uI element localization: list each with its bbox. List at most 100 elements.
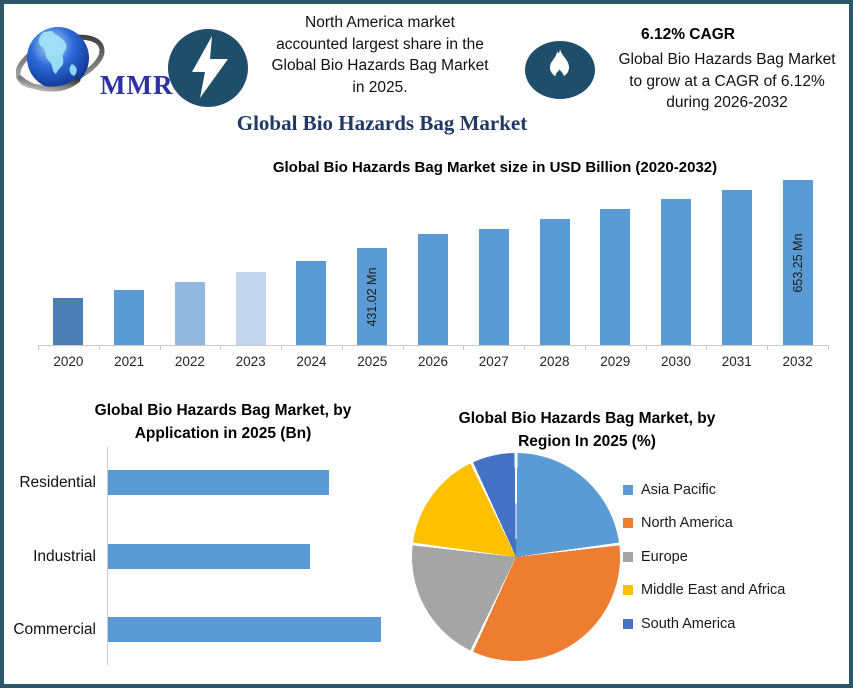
bar-cell	[160, 170, 221, 345]
legend-item: Europe	[623, 547, 785, 567]
year-label: 2030	[661, 354, 692, 369]
legend-item: Asia Pacific	[623, 480, 785, 500]
bar-2026	[417, 234, 448, 345]
bar-2029	[600, 209, 631, 345]
cagr-heading: 6.12% CAGR	[641, 26, 735, 43]
pie-legend: Asia Pacific North America Europe Middle Ea…	[623, 480, 785, 647]
barchart-xaxis-labels: 2020 2021 2022 2023 2024 2025 2026 2027 2028 2029…	[38, 354, 828, 369]
appchart-title-line: Application in 2025 (Bn)	[134, 425, 312, 442]
lightning-icon	[168, 29, 248, 107]
page-title: Global Bio Hazards Bag Market	[236, 111, 528, 135]
app-bar-industrial	[108, 543, 310, 569]
legend-label: Middle East and Africa	[641, 582, 786, 599]
appchart-title: Global Bio Hazards Bag Market, by Applic…	[60, 399, 386, 445]
bar-cell: 653.25 Mn	[767, 170, 828, 345]
legend-label: South America	[641, 615, 736, 632]
piechart-title: Global Bio Hazards Bag Market, by Region…	[420, 407, 754, 453]
axis-tick	[524, 345, 526, 350]
bar-2024	[296, 261, 327, 345]
app-category-label: Commercial	[13, 621, 96, 638]
bar-cell	[646, 170, 707, 345]
bar-2032: 653.25 Mn	[782, 180, 813, 345]
legend-label: Europe	[641, 548, 688, 565]
legend-swatch	[623, 618, 633, 629]
app-category-label: Residential	[19, 474, 96, 491]
bar-cell	[281, 170, 342, 345]
cagr-note-line: during 2026-2032	[666, 94, 788, 111]
year-label: 2026	[417, 354, 448, 369]
axis-tick	[645, 345, 647, 350]
bar-cell	[38, 170, 99, 345]
highlight-note-line: Global Bio Hazards Bag Market	[271, 57, 489, 74]
year-label: 2021	[114, 354, 145, 369]
legend-swatch	[623, 518, 633, 529]
piechart-title-line: Global Bio Hazards Bag Market, by	[458, 410, 716, 427]
legend-swatch	[623, 551, 633, 562]
axis-tick	[402, 345, 404, 350]
year-label: 2027	[478, 354, 509, 369]
app-bar-commercial	[108, 617, 381, 642]
bar-cell: 431.02 Mn	[342, 170, 403, 345]
axis-tick	[159, 345, 161, 350]
bar-2028	[539, 219, 570, 345]
app-bar-residential	[108, 470, 329, 495]
cagr-note: Global Bio Hazards Bag Market to grow at…	[603, 49, 851, 114]
bar-cell	[220, 170, 281, 345]
bar-cell	[463, 170, 524, 345]
bar-2021	[114, 290, 145, 345]
bar-2022	[174, 282, 205, 345]
year-label: 2025	[357, 354, 388, 369]
highlight-note-line: North America market	[305, 14, 455, 31]
axis-tick	[341, 345, 343, 350]
highlight-note-line: accounted largest share in the	[276, 35, 484, 53]
bar-cell	[585, 170, 646, 345]
year-label: 2022	[174, 354, 205, 369]
year-label: 2032	[782, 354, 813, 369]
barchart-plot: 431.02 Mn 653.25 Mn	[38, 170, 828, 345]
appchart-title-line: Global Bio Hazards Bag Market, by	[94, 402, 352, 419]
legend-label: North America	[641, 515, 733, 532]
year-label: 2031	[721, 354, 752, 369]
axis-tick	[220, 345, 222, 350]
legend-item: South America	[623, 614, 785, 634]
bar-cell	[706, 170, 767, 345]
bar-cell	[99, 170, 160, 345]
axis-tick	[767, 345, 769, 350]
highlight-note-line: in 2025.	[352, 78, 408, 96]
barchart-ticks	[38, 345, 829, 350]
logo-wordmark: MMR	[100, 70, 174, 100]
year-label: 2023	[235, 354, 266, 369]
axis-tick	[828, 345, 829, 350]
barchart-title: Global Bio Hazards Bag Market size in US…	[272, 159, 718, 176]
cagr-note-line: Global Bio Hazards Bag Market	[618, 51, 836, 68]
flame-icon	[525, 41, 595, 99]
bar-2031	[721, 190, 752, 345]
legend-item: Middle East and Africa	[623, 580, 785, 600]
legend-label: Asia Pacific	[641, 482, 716, 498]
legend-swatch	[623, 585, 633, 596]
year-label: 2020	[53, 354, 84, 369]
bar-value-label: 431.02 Mn	[365, 266, 380, 327]
app-category-label: Industrial	[33, 547, 96, 565]
highlight-note: North America market accounted largest s…	[253, 12, 507, 98]
axis-tick	[463, 345, 465, 350]
bar-cell	[524, 170, 585, 345]
barchart-x-axis	[38, 345, 828, 346]
bar-cell	[403, 170, 464, 345]
mmr-logo: MMR	[15, 20, 176, 100]
appchart-y-axis	[107, 447, 108, 665]
bar-2027	[478, 229, 509, 345]
bar-2020	[53, 298, 84, 345]
axis-tick	[38, 345, 39, 350]
legend-swatch	[623, 485, 633, 495]
bar-2023	[235, 272, 266, 345]
piechart-title-line: Region In 2025 (%)	[518, 433, 656, 450]
axis-tick	[98, 345, 100, 350]
year-label: 2024	[296, 354, 327, 369]
axis-tick	[706, 345, 708, 350]
axis-tick	[281, 345, 283, 350]
legend-item: North America	[623, 513, 785, 533]
cagr-note-line: to grow at a CAGR of 6.12%	[629, 72, 825, 90]
year-label: 2028	[539, 354, 570, 369]
